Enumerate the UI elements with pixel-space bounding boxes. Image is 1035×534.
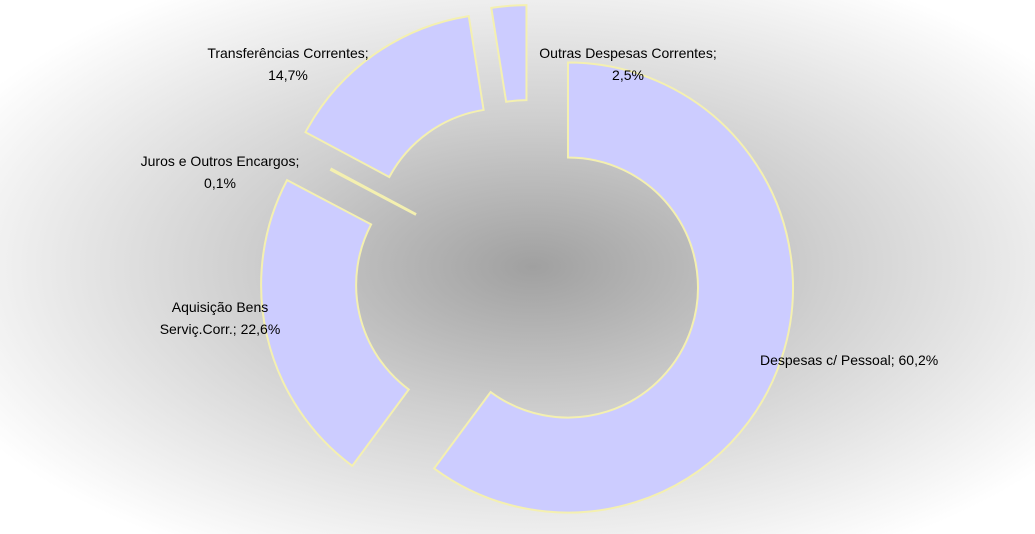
slice-label-line: Aquisição Bens <box>172 299 269 315</box>
slice-label: Aquisição Bens Serviç.Corr.; 22,6% <box>160 299 281 337</box>
slice-label-line: 0,1% <box>204 175 236 191</box>
slice-label-line: Juros e Outros Encargos; <box>141 153 300 169</box>
slice-label-line: 14,7% <box>268 67 308 83</box>
slice-label: Transferências Correntes; 14,7% <box>207 45 368 83</box>
slice-label: Juros e Outros Encargos; 0,1% <box>141 153 300 191</box>
slice-aquisicao-bens-servic-corr <box>260 178 411 468</box>
slice-label-line: Serviç.Corr.; 22,6% <box>160 321 281 337</box>
labels-layer: Despesas c/ Pessoal; 60,2% Aquisição Bens… <box>141 45 939 368</box>
slice-label-line: Transferências Correntes; <box>207 45 368 61</box>
slice-transferencias-correntes <box>304 14 485 179</box>
slice-label-line: 2,5% <box>612 67 644 83</box>
slice-label: Despesas c/ Pessoal; 60,2% <box>760 352 938 368</box>
slice-despesas-c-pessoal <box>432 61 794 514</box>
slice-label: Outras Despesas Correntes; 2,5% <box>539 45 716 83</box>
slice-label-line: Outras Despesas Correntes; <box>539 45 716 61</box>
slice-outras-despesas-correntes <box>490 4 528 103</box>
slice-label-line: Despesas c/ Pessoal; 60,2% <box>760 352 938 368</box>
slice-juros-e-outros-encargos <box>329 167 417 216</box>
slices-layer <box>260 4 794 514</box>
